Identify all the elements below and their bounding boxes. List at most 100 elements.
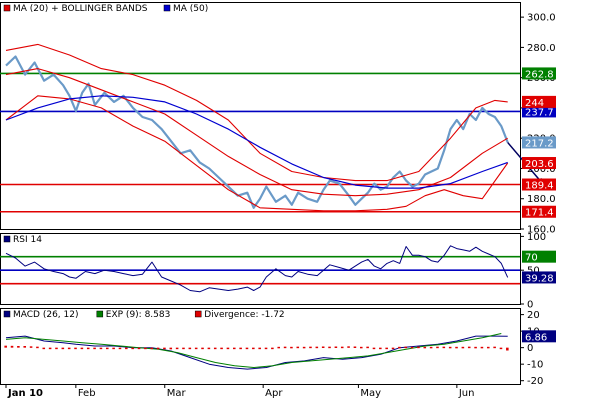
x-tick-label: Feb xyxy=(78,388,96,399)
divergence-bar xyxy=(480,346,484,349)
x-tick-label: May xyxy=(360,388,381,399)
x-tick-label: Jan 10 xyxy=(7,388,43,399)
reference-tag-rsi xyxy=(522,250,556,263)
divergence-bar xyxy=(309,346,312,349)
reference-tag-label-rsi: 70 xyxy=(525,253,538,264)
divergence-bar xyxy=(112,347,115,350)
divergence-bar xyxy=(137,347,141,350)
divergence-bar xyxy=(156,347,160,350)
series-line-macd xyxy=(5,335,508,370)
panel-frame-price xyxy=(0,2,521,230)
x-tick-label: Apr xyxy=(265,388,283,399)
legend-label: MACD (26, 12) xyxy=(13,310,79,320)
divergence-bar xyxy=(17,346,20,348)
divergence-bar xyxy=(360,346,363,349)
divergence-bar xyxy=(448,346,452,349)
divergence-bar xyxy=(36,346,39,349)
divergence-bar xyxy=(467,346,471,349)
reference-tag-price xyxy=(522,178,556,191)
divergence-bar xyxy=(271,347,274,350)
divergence-bar xyxy=(213,347,217,350)
divergence-bar xyxy=(226,347,230,350)
reference-tag-label-price: 262.8 xyxy=(525,69,554,80)
divergence-bar xyxy=(201,347,204,350)
divergence-bar xyxy=(461,346,465,349)
legend-label: RSI 14 xyxy=(13,235,42,245)
reference-tag-label-price: 237.7 xyxy=(525,107,554,118)
legend-label: Divergence: -1.72 xyxy=(204,310,284,320)
divergence-bar xyxy=(366,346,369,349)
value-tag-label-price: 203.6 xyxy=(525,159,554,170)
divergence-bar xyxy=(48,347,52,350)
y-tick-label-rsi: 0 xyxy=(527,300,533,311)
divergence-bar xyxy=(125,347,128,350)
divergence-bar xyxy=(315,346,319,349)
divergence-bar xyxy=(436,346,439,349)
divergence-bar xyxy=(245,347,249,350)
divergence-bar xyxy=(353,346,357,348)
divergence-bar xyxy=(372,347,376,350)
divergence-bar xyxy=(86,347,90,350)
divergence-bar xyxy=(391,347,395,350)
legend-label: EXP (9): 8.583 xyxy=(106,310,171,320)
divergence-bar xyxy=(429,346,433,349)
divergence-bar xyxy=(385,347,388,350)
data-series xyxy=(4,43,544,370)
reference-tag-label-price: 189.4 xyxy=(525,181,554,192)
divergence-bar xyxy=(252,347,255,350)
y-tick-label-macd: 20 xyxy=(527,310,540,321)
y-tick-label-price: 200.0 xyxy=(527,164,556,175)
panel-frame-rsi xyxy=(0,233,521,305)
x-tick-label: Jun xyxy=(458,388,475,399)
value-tag-label-macd: 6.86 xyxy=(525,332,547,343)
legend-swatch xyxy=(163,4,171,12)
divergence-bar xyxy=(455,346,458,349)
divergence-bar xyxy=(29,346,33,348)
legend-swatch xyxy=(3,235,11,243)
series-line-price xyxy=(5,95,509,212)
divergence-bar xyxy=(379,347,382,350)
value-tag-rsi xyxy=(522,271,556,284)
y-tick-label-price: 300.0 xyxy=(527,13,556,24)
series-line-price xyxy=(5,43,508,182)
panel-frames xyxy=(0,2,521,385)
reference-tag-price xyxy=(522,105,556,118)
divergence-bar xyxy=(74,347,77,350)
value-tag-label-price: 244 xyxy=(525,98,544,109)
divergence-bar xyxy=(99,347,103,350)
divergence-bar xyxy=(175,347,179,350)
divergence-bar xyxy=(474,346,477,349)
divergence-bar xyxy=(442,346,446,349)
divergence-bar xyxy=(264,347,268,350)
divergence-bar xyxy=(55,347,58,350)
divergence-bar xyxy=(506,347,509,351)
divergence-bar xyxy=(328,346,331,349)
value-tag-price xyxy=(522,95,556,108)
divergence-bar xyxy=(493,346,496,349)
reference-tag-price xyxy=(522,205,556,218)
divergence-bar xyxy=(302,346,306,349)
divergence-bar xyxy=(4,345,7,348)
value-tag-macd xyxy=(522,330,556,343)
y-tick-label-rsi: 50 xyxy=(527,266,540,277)
divergence-bar xyxy=(163,347,166,350)
divergence-bar xyxy=(169,347,173,350)
reference-tag-price xyxy=(522,67,556,80)
value-tag-price xyxy=(522,136,556,149)
divergence-bar xyxy=(207,347,211,350)
divergence-bar xyxy=(239,347,242,350)
divergence-bar xyxy=(118,347,122,350)
legend-swatch xyxy=(194,310,202,318)
divergence-bar xyxy=(220,347,223,350)
y-tick-label-rsi: 100 xyxy=(527,232,546,243)
panel-frame-macd xyxy=(0,308,521,385)
divergence-bar xyxy=(42,347,46,350)
divergence-bar xyxy=(499,347,503,350)
y-tick-label-macd: -20 xyxy=(527,376,543,387)
series-line-price xyxy=(5,55,509,209)
series-line-price xyxy=(5,68,508,197)
value-tags: 262.8 237.7 189.4 171.4 244 217.2 203.6 70 39.28… xyxy=(522,67,556,343)
divergence-bar xyxy=(150,347,154,350)
divergence-bar xyxy=(258,347,261,350)
